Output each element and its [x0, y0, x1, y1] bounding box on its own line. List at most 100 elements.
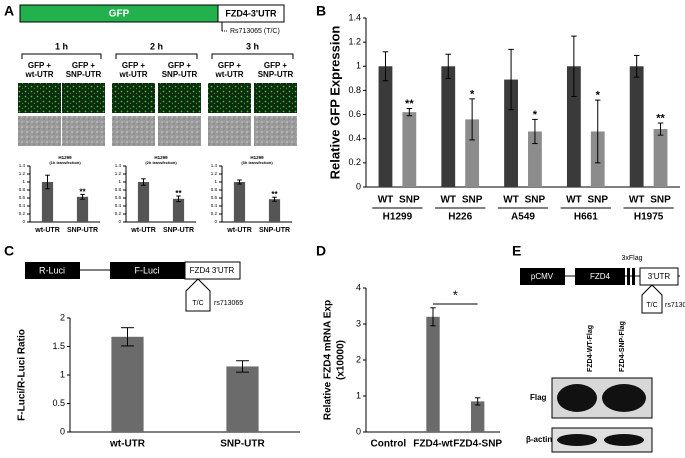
flag-box — [627, 268, 630, 285]
panel-label: A — [4, 3, 14, 19]
x-tick-label: FZD4-wt — [413, 439, 453, 450]
significance-label: * — [470, 88, 475, 100]
fzd4-box — [575, 268, 625, 285]
series-label: SNP — [399, 195, 420, 206]
blot-label: Flag — [530, 393, 547, 402]
snp-flag — [641, 284, 663, 314]
y-tick-label: 0.4 — [19, 203, 26, 208]
bar — [441, 66, 456, 187]
chart-title: H1299 — [250, 155, 264, 160]
bar — [111, 336, 144, 432]
y-tick-label: 1.4 — [115, 163, 122, 168]
y-tick-label: 1.5 — [52, 341, 65, 351]
brightfield-image — [112, 116, 155, 146]
fluorescence-image — [62, 83, 105, 113]
x-tick-label: H1299 — [383, 212, 413, 223]
y-tick-label: 1 — [356, 61, 361, 71]
utr-label: FZD4 3'UTR — [190, 266, 235, 275]
allele-label: T/C — [192, 300, 203, 307]
y-tick-label: 0.2 — [211, 211, 218, 216]
time-bracket — [21, 53, 102, 59]
time-bracket — [211, 53, 294, 59]
flag-tag-label: 3xFlag — [621, 255, 642, 262]
fluorescence-image — [112, 83, 155, 113]
significance-label: * — [533, 109, 538, 121]
x-tick-label: H661 — [574, 212, 598, 223]
series-label: WT — [378, 195, 394, 206]
column-label: SNP-UTR — [162, 70, 198, 79]
fluorescence-image — [208, 83, 251, 113]
bar — [470, 401, 485, 432]
y-tick-label: 0 — [60, 426, 65, 436]
column-label: SNP-UTR — [258, 70, 294, 79]
brightfield-image — [62, 116, 105, 146]
brightfield-image — [208, 116, 251, 146]
panel-label: E — [512, 243, 521, 259]
series-label: WT — [440, 195, 456, 206]
blot-band — [602, 384, 646, 412]
y-tick-label: 3 — [356, 318, 361, 328]
y-tick-label: 0.2 — [115, 211, 122, 216]
snp-label: Rs713065 (T/C) — [230, 28, 280, 35]
gfp-label: GFP — [109, 9, 130, 20]
panel-label: D — [316, 243, 326, 259]
chart-subtitle: (1h transfection) — [49, 160, 81, 165]
x-tick-label: H226 — [448, 212, 472, 223]
y-axis-label: F-Luci/R-Luci Ratio — [17, 329, 28, 421]
x-tick-label: SNP-UTR — [259, 227, 290, 234]
blot-band — [557, 384, 597, 412]
x-tick-label: H1975 — [634, 212, 664, 223]
y-tick-label: 1.4 — [348, 12, 361, 22]
column-label: GFP + — [28, 61, 52, 70]
flag-box — [632, 268, 635, 285]
bar — [378, 66, 393, 187]
column-label: wt-UTR — [215, 70, 244, 79]
x-tick-label: SNP-UTR — [163, 227, 194, 234]
y-axis-label: (x10000) — [336, 340, 347, 380]
bar — [172, 198, 185, 222]
significance-label: * — [596, 89, 601, 101]
chart-subtitle: (2h transfection) — [145, 160, 177, 165]
chart-title: H1299 — [154, 155, 168, 160]
y-tick-label: 1 — [60, 369, 65, 379]
series-label: WT — [566, 195, 582, 206]
y-tick-label: 0.6 — [211, 195, 218, 200]
x-tick-label: FZD4-SNP — [453, 439, 502, 450]
y-tick-label: 1.4 — [211, 163, 218, 168]
x-tick-label: wt-UTR — [109, 439, 146, 450]
snp-flag — [185, 278, 211, 312]
bar — [504, 79, 518, 187]
brightfield-image — [254, 116, 297, 146]
column-label: GFP + — [218, 61, 242, 70]
bar — [653, 129, 668, 187]
column-label: SNP-UTR — [66, 70, 102, 79]
chart-title: H1299 — [58, 155, 72, 160]
bar — [566, 66, 581, 187]
column-label: GFP + — [72, 61, 96, 70]
bar — [402, 112, 417, 187]
lane-label: FZD4-WT-Flag — [587, 325, 594, 372]
y-tick-label: 1.2 — [348, 37, 361, 47]
pcmv-label: pCMV — [531, 272, 554, 281]
y-tick-label: 1.2 — [115, 171, 122, 176]
y-tick-label: 2 — [60, 312, 65, 322]
fluorescence-image — [254, 83, 297, 113]
rluci-box — [25, 262, 80, 279]
significance-label: ** — [656, 112, 665, 124]
y-tick-label: 1.4 — [19, 163, 26, 168]
bar — [528, 131, 542, 187]
blot-band — [604, 434, 644, 446]
bar — [465, 119, 480, 187]
panel-label: B — [316, 3, 326, 19]
time-bracket — [115, 53, 198, 59]
allele-label: T/C — [646, 302, 657, 309]
fluci-box — [110, 262, 185, 279]
x-tick-label: wt-UTR — [226, 227, 252, 234]
y-tick-label: 0.2 — [19, 211, 26, 216]
y-tick-label: 0 — [214, 219, 217, 224]
y-tick-label: 0.8 — [115, 187, 122, 192]
bar — [233, 182, 246, 222]
bar — [76, 196, 89, 222]
y-tick-label: 0.2 — [348, 157, 361, 167]
y-tick-label: 0.8 — [19, 187, 26, 192]
